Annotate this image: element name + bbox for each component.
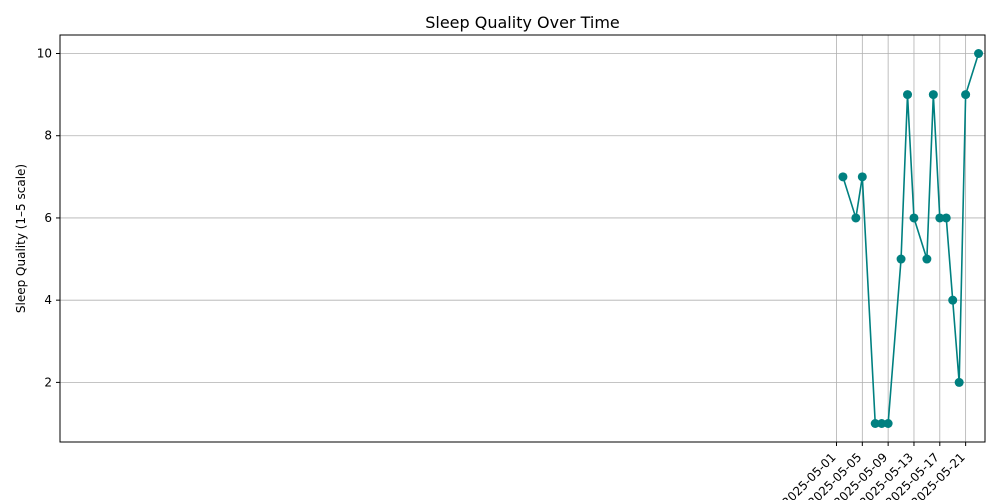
data-point [896, 254, 906, 264]
data-point [954, 377, 964, 387]
data-point [838, 172, 848, 182]
data-point [922, 254, 932, 264]
data-point [851, 213, 861, 223]
plot-area-frame [59, 34, 986, 443]
data-point [935, 213, 945, 223]
series-line [842, 53, 980, 425]
data-point [928, 90, 938, 100]
data-point [870, 419, 880, 428]
data-point [877, 419, 887, 428]
series-sleep-quality [838, 49, 984, 428]
y-axis-label: Sleep Quality (1–5 scale) [14, 164, 28, 313]
data-point [909, 213, 919, 223]
y-tick-label: 8 [44, 129, 52, 143]
data-point [961, 90, 971, 100]
axis-ticks: 2468102025-05-012025-05-052025-05-092025… [37, 47, 968, 500]
data-point [857, 172, 867, 182]
data-point [883, 419, 893, 428]
grid [60, 35, 985, 442]
data-point [974, 49, 984, 58]
y-tick-label: 4 [44, 293, 52, 307]
y-tick-label: 10 [37, 47, 52, 61]
y-tick-label: 2 [44, 375, 52, 389]
y-tick-label: 6 [44, 211, 52, 225]
data-point [948, 295, 958, 305]
data-point [903, 90, 913, 100]
data-point [941, 213, 951, 223]
chart-title: Sleep Quality Over Time [425, 13, 620, 32]
